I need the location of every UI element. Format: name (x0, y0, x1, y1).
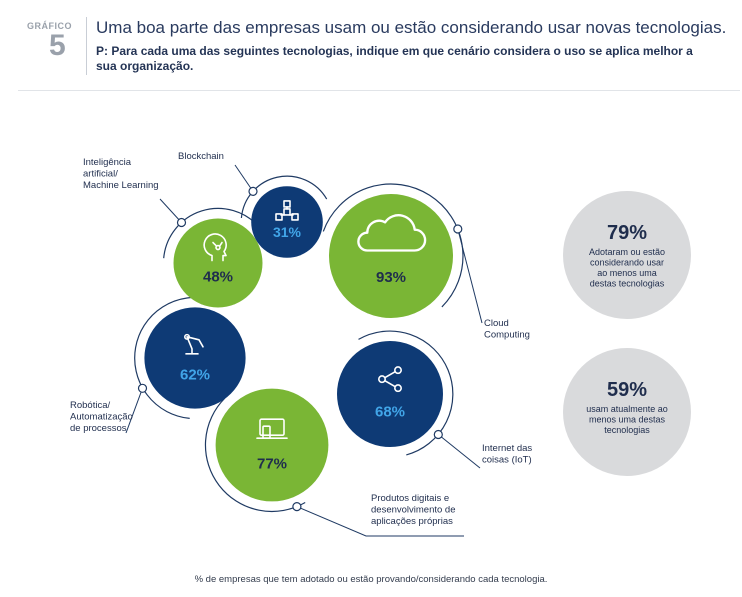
bubble-ring-arc (240, 175, 328, 219)
category-label: Cloud Computing (484, 318, 530, 341)
category-label-line: Internet das (482, 443, 532, 454)
chart-title: Uma boa parte das empresas usam ou estão… (96, 18, 727, 37)
bubble-5: 48% (159, 198, 263, 308)
bubble-2: 68% (337, 330, 481, 469)
summary-text-line: destas tecnologias (590, 279, 665, 289)
bubble-circle (144, 307, 246, 409)
category-label-line: Robótica/ (70, 400, 110, 411)
summary-text-line: Adotaram ou estão (589, 247, 665, 257)
leader-dot (248, 186, 258, 196)
summary-text-line: considerando usar (590, 258, 664, 268)
category-label-line: Blockchain (178, 151, 224, 162)
devices-icon (256, 418, 288, 440)
category-label: Inteligência artificial/Machine Learning (83, 157, 159, 191)
summary-circle-1: 79% Adotaram ou estão considerando usar ao … (563, 191, 691, 319)
summary-circle-2: 59% usam atualmente ao menos uma destas tec… (563, 348, 691, 476)
bubble-circle (173, 218, 263, 308)
category-label-line: coisas (IoT) (482, 455, 532, 466)
bubble-circle (215, 388, 329, 502)
category-label-line: Produtos digitais e (371, 493, 449, 504)
bubble-6: 31% (234, 164, 328, 258)
header-rule (18, 90, 740, 91)
bubble-ring-arc (322, 183, 464, 308)
leader-dot (433, 429, 443, 440)
header-divider (86, 17, 87, 75)
category-label: Produtos digitais e desenvolvimento de apl… (371, 493, 456, 527)
value-label: 77% (257, 456, 287, 473)
summary-text-line: tecnologias (604, 425, 650, 435)
leader-line (159, 198, 182, 223)
blockchain-icon (275, 200, 299, 221)
bubble-circle (329, 194, 453, 318)
category-label-line: Machine Learning (83, 180, 159, 191)
leader-line (296, 506, 464, 537)
value-label: 48% (203, 269, 233, 286)
leader-dot (176, 217, 187, 228)
bubble-ring-arc (358, 330, 454, 456)
category-label: Robótica/Automatização de processos (70, 400, 133, 434)
chart-question: P: Para cada uma das seguintes tecnologi… (96, 44, 693, 73)
leader-dot (137, 383, 148, 393)
category-label-line: aplicações próprias (371, 516, 453, 527)
leader-dot (292, 502, 302, 512)
leader-line (234, 164, 254, 192)
value-label: 31% (273, 224, 302, 240)
value-label: 93% (376, 269, 406, 286)
category-label-line: Cloud (484, 318, 509, 329)
summary-value: 79% (607, 222, 647, 244)
chart-number: 5 (49, 29, 66, 62)
summary-circle (563, 191, 691, 319)
bubble-1: 93% (322, 183, 483, 324)
summary-text-line: menos uma destas (589, 415, 666, 425)
value-label: 62% (180, 366, 210, 383)
summary-text: Adotaram ou estão considerando usar ao men… (589, 247, 665, 289)
leader-line (125, 388, 143, 434)
bubble-ring-arc (163, 207, 261, 259)
category-label-line: de processos (70, 423, 127, 434)
category-label-line: artificial/ (83, 169, 118, 180)
category-label: Blockchain (178, 151, 224, 162)
bubble-3: 77% (204, 388, 464, 537)
summary-value: 59% (607, 379, 647, 401)
footnote: % de empresas que tem adotado ou estão p… (194, 574, 548, 585)
summary-text-line: usam atualmente ao (586, 404, 668, 414)
value-label: 68% (375, 403, 405, 420)
bubble-circle (337, 341, 443, 447)
category-label-line: Automatização (70, 412, 133, 423)
bubble-circle (251, 186, 323, 258)
bubble-4: 62% (125, 296, 246, 434)
leader-dot (453, 224, 463, 234)
category-label: Internet das coisas (IoT) (482, 443, 532, 466)
bubble-ring-arc (134, 296, 211, 419)
brain-icon (203, 233, 227, 262)
bubble-ring-arc (204, 397, 306, 513)
chart-label: GRÁFICO (27, 21, 72, 31)
category-label-line: desenvolvimento de (371, 505, 456, 516)
category-label-line: Inteligência (83, 157, 132, 168)
summary-circle (563, 348, 691, 476)
summary-text: usam atualmente ao menos uma destas tecnol… (586, 404, 668, 435)
leader-line (437, 434, 481, 469)
share-icon (378, 366, 403, 393)
robot-arm-icon (184, 333, 204, 355)
leader-line (457, 228, 483, 324)
category-label-line: Computing (484, 330, 530, 341)
summary-text-line: ao menos uma (597, 268, 657, 278)
cloud-icon (357, 214, 427, 252)
